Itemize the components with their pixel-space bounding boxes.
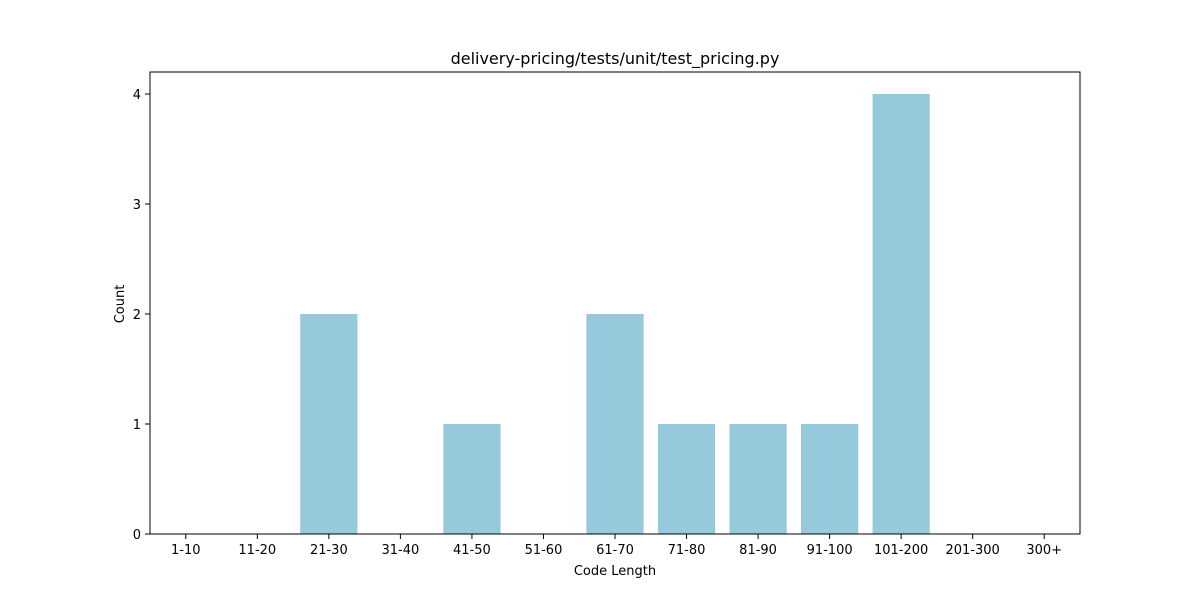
- x-tick-label: 31-40: [381, 543, 419, 558]
- x-tick-label: 51-60: [525, 543, 563, 558]
- y-tick-label: 2: [133, 308, 141, 323]
- x-tick-label: 61-70: [596, 543, 634, 558]
- x-tick-label: 71-80: [668, 543, 706, 558]
- bar-61-70: [586, 314, 644, 534]
- y-tick-label: 0: [133, 528, 141, 543]
- x-tick-label: 91-100: [807, 543, 853, 558]
- x-tick-label: 300+: [1026, 543, 1062, 558]
- x-tick-label: 201-300: [946, 543, 1000, 558]
- x-tick-label: 1-10: [171, 543, 201, 558]
- bar-71-80: [657, 424, 716, 534]
- bar-21-30: [300, 314, 358, 534]
- y-tick-label: 3: [133, 198, 141, 213]
- x-axis-label: Code Length: [574, 564, 656, 579]
- chart-title: delivery-pricing/tests/unit/test_pricing…: [451, 49, 780, 69]
- x-tick-label: 81-90: [739, 543, 777, 558]
- bar-81-90: [729, 424, 787, 534]
- x-tick-label: 41-50: [453, 543, 491, 558]
- x-tick-label: 11-20: [238, 543, 276, 558]
- plot-area: 1-10 11-20 21-30 31-40 41-50 51-60 61-70 71-80 8…: [133, 71, 1081, 558]
- y-tick-label: 4: [133, 88, 141, 103]
- bar-101-200: [872, 94, 930, 534]
- x-tick-label: 101-200: [874, 543, 928, 558]
- x-tick-label: 21-30: [310, 543, 348, 558]
- y-tick-label: 1: [133, 418, 141, 433]
- y-axis-label: Count: [113, 285, 128, 324]
- bar-91-100: [801, 424, 859, 534]
- bar-41-50: [443, 424, 501, 534]
